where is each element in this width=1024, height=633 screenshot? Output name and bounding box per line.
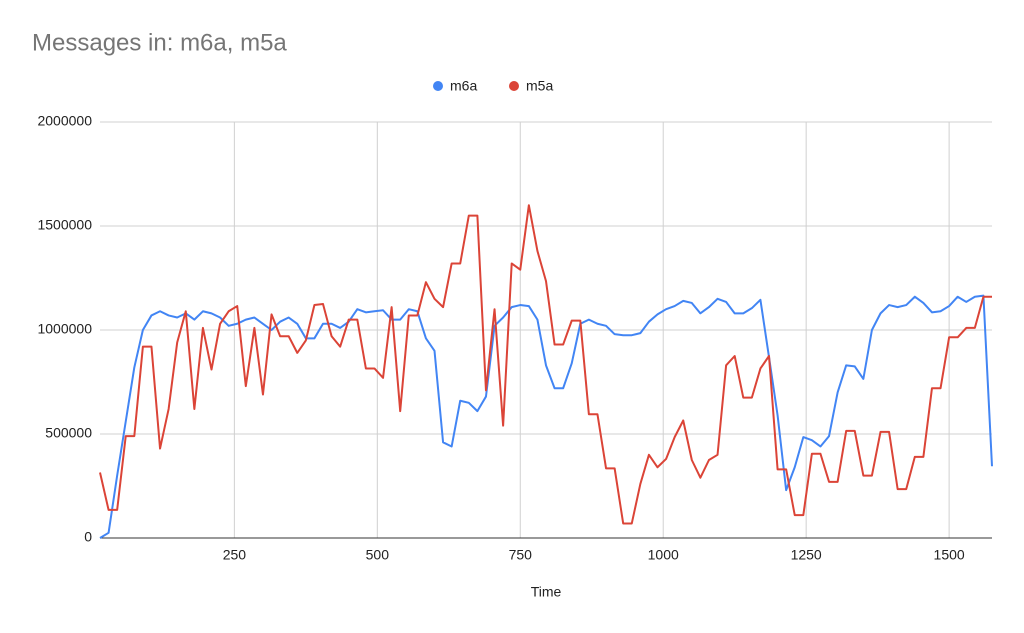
y-tick-label: 2000000 [37,113,92,129]
x-tick-label: 1000 [648,547,679,563]
data-line [99,294,993,539]
x-tick-label: 1250 [791,547,822,563]
legend-label: m6a [450,78,477,94]
x-tick-label: 1500 [934,547,965,563]
x-tick-label: 500 [366,547,390,563]
data-line [99,204,992,525]
x-axis-title: Time [531,584,562,600]
legend-swatch [433,81,443,91]
y-tick-label: 1000000 [37,321,92,337]
x-tick-label: 750 [509,547,533,563]
x-tick-label: 250 [223,547,247,563]
y-tick-label: 0 [84,529,92,545]
legend-swatch [509,81,519,91]
legend-label: m5a [526,78,553,94]
chart-title: Messages in: m6a, m5a [32,29,287,56]
y-tick-label: 500000 [45,425,92,441]
y-tick-label: 1500000 [37,217,92,233]
